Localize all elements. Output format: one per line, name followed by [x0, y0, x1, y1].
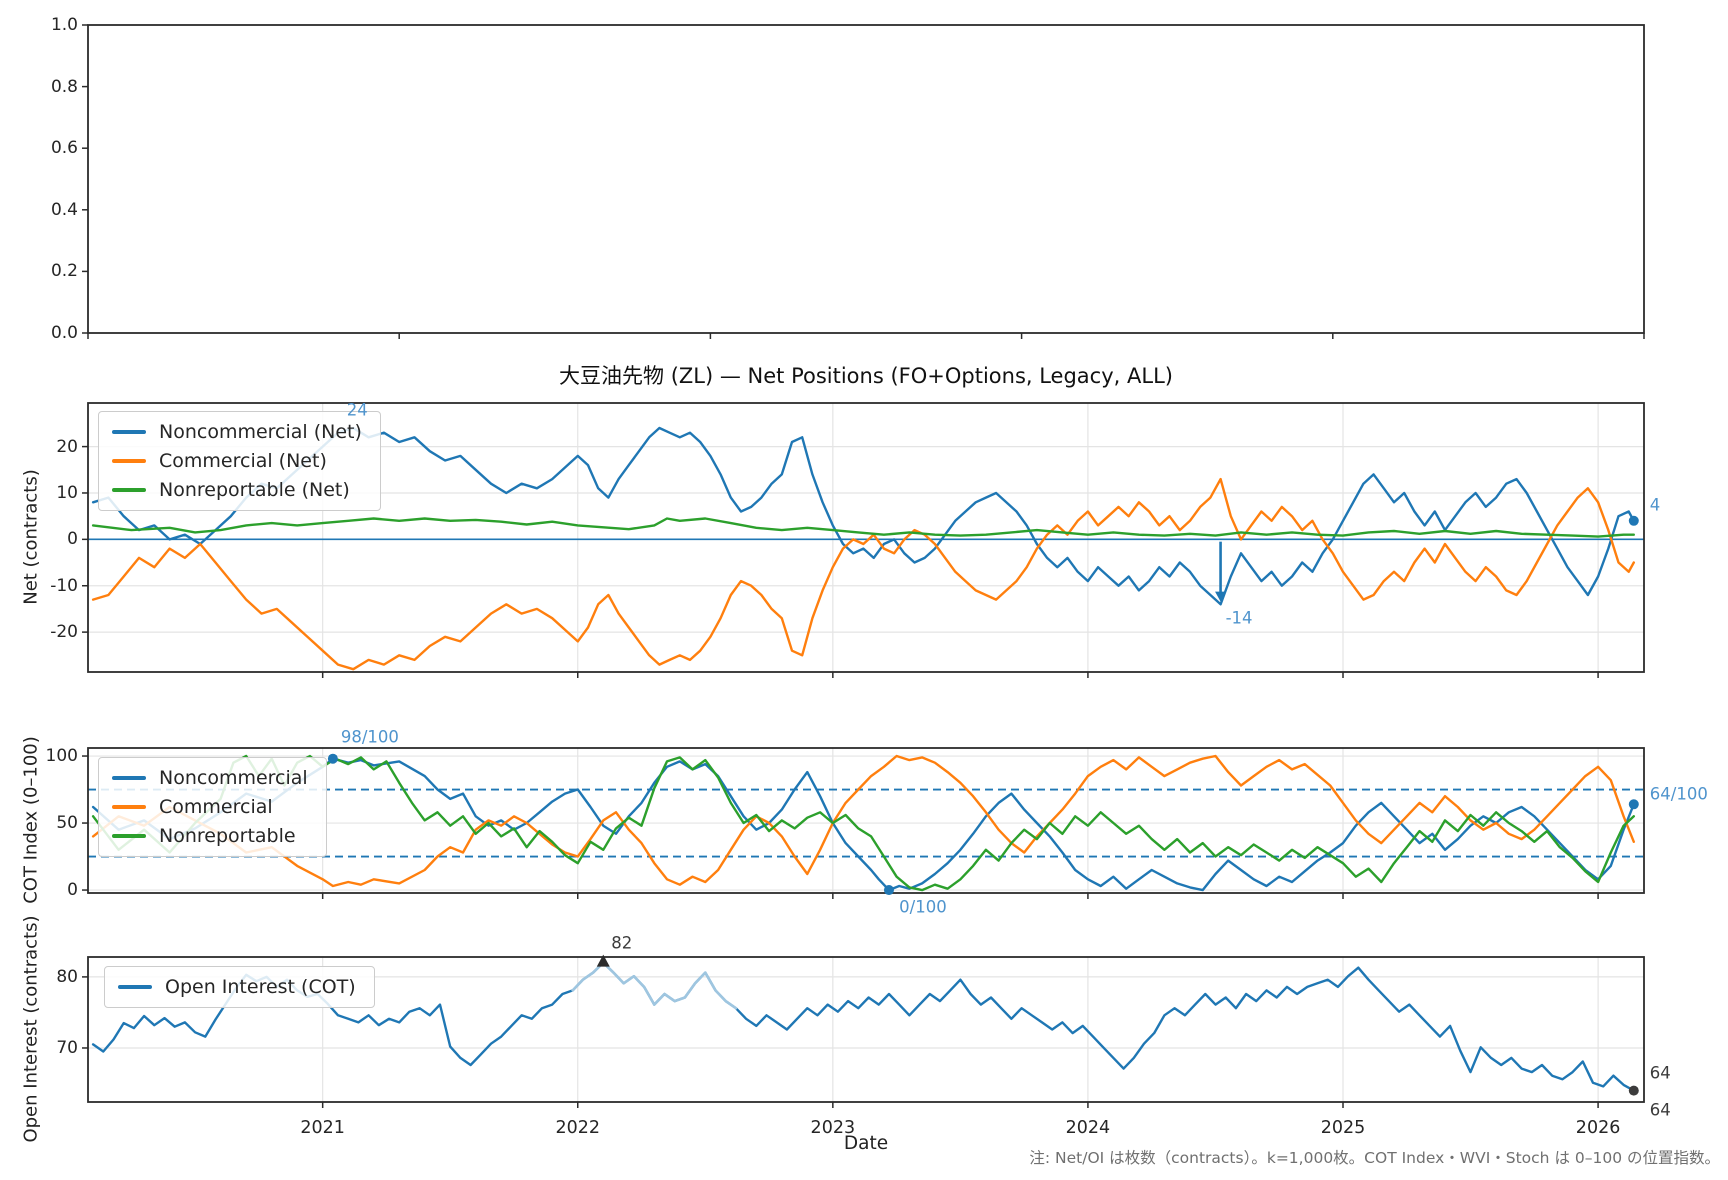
- data-point-marker: [1628, 1085, 1639, 1096]
- y-tick-label-cot-index: 0: [67, 880, 78, 901]
- data-point-marker: [327, 753, 338, 764]
- y-tick-label-net-positions: 0: [67, 529, 78, 550]
- x-tick-label-2026: 2026: [1575, 1118, 1621, 1138]
- legend-label: Noncommercial (Net): [159, 421, 362, 443]
- y-tick-label-empty-panel: 0.0: [50, 323, 78, 343]
- panel-frame-cot-index: [87, 747, 1645, 894]
- legend-item-open-interest-cot: Open Interest (COT): [118, 976, 356, 998]
- series-commercial: [91, 754, 1636, 888]
- y-tick-label-open-interest: 70: [56, 1037, 78, 1058]
- series-open-interest-cot: [91, 961, 1636, 1092]
- footnote: 注: Net/OI は枚数（contracts）。k=1,000枚。COT In…: [1029, 1149, 1720, 1167]
- y-tick-label-net-positions: -10: [50, 575, 78, 596]
- x-tick-label-2022: 2022: [555, 1118, 601, 1138]
- panel-frame-empty-panel: [87, 24, 1645, 334]
- y-tick-label-empty-panel: 0.2: [50, 261, 78, 282]
- legend-net-positions: Noncommercial (Net) Commercial (Net) Nonre…: [98, 411, 381, 511]
- data-point-marker: [1628, 799, 1639, 810]
- annotation-64: 64: [1649, 1100, 1671, 1120]
- legend-line-swatch: [112, 459, 146, 463]
- y-tick-label-cot-index: 100: [45, 746, 78, 767]
- panel-frame-net-positions: [87, 402, 1645, 673]
- legend-label: Open Interest (COT): [165, 976, 356, 998]
- y-tick-label-cot-index: 50: [56, 813, 78, 834]
- annotation-64-100: 64/100: [1649, 784, 1708, 804]
- annotation-14: -14: [1225, 608, 1253, 628]
- y-tick-label-open-interest: 80: [56, 966, 78, 987]
- y-tick-label-net-positions: 20: [56, 436, 78, 457]
- legend-label: Nonreportable (Net): [159, 479, 350, 501]
- annotation-64: 64: [1649, 1063, 1671, 1083]
- y-tick-label-empty-panel: 0.8: [50, 76, 78, 97]
- legend-label: Commercial: [159, 796, 273, 818]
- legend-item-nonreportable-net: Nonreportable (Net): [112, 479, 362, 501]
- annotation-4: 4: [1649, 495, 1661, 515]
- chart-title: 大豆油先物 (ZL) — Net Positions (FO+Options, …: [559, 364, 1173, 388]
- y-tick-label-empty-panel: 0.4: [50, 199, 78, 220]
- annotation-82: 82: [611, 933, 633, 953]
- legend-label: Noncommercial: [159, 767, 308, 789]
- legend-item-nonreportable: Nonreportable: [112, 825, 308, 847]
- data-point-marker: [1628, 515, 1639, 526]
- annotation-0-100: 0/100: [899, 897, 947, 917]
- x-tick-label-2023: 2023: [810, 1118, 856, 1138]
- y-axis-label-cot-index: COT Index (0–100): [20, 736, 42, 904]
- y-axis-label-net: Net (contracts): [20, 469, 42, 605]
- legend-line-swatch: [112, 776, 146, 780]
- x-tick-label-2025: 2025: [1320, 1118, 1366, 1138]
- legend-item-commercial-net: Commercial (Net): [112, 450, 362, 472]
- legend-line-swatch: [112, 488, 146, 492]
- x-tick-label-2021: 2021: [300, 1118, 345, 1138]
- legend-open-interest: Open Interest (COT): [104, 966, 375, 1008]
- series-highlight-segment: [571, 961, 738, 1010]
- legend-line-swatch: [112, 805, 146, 809]
- annotation-arrowhead: [1215, 591, 1227, 602]
- y-tick-label-empty-panel: 1.0: [50, 15, 78, 35]
- x-tick-label-2024: 2024: [1065, 1118, 1111, 1138]
- legend-line-swatch: [112, 430, 146, 434]
- peak-triangle-marker: [596, 954, 610, 967]
- legend-item-noncommercial-net: Noncommercial (Net): [112, 421, 362, 443]
- legend-label: Commercial (Net): [159, 450, 327, 472]
- legend-item-noncommercial: Noncommercial: [112, 767, 308, 789]
- annotation-24: 24: [346, 400, 368, 420]
- legend-line-swatch: [118, 985, 152, 989]
- series-nonreportable-net: [91, 517, 1636, 538]
- legend-line-swatch: [112, 834, 146, 838]
- legend-cot-index: Noncommercial Commercial Nonreportable: [98, 757, 327, 857]
- panel-frame-open-interest: [87, 956, 1645, 1103]
- data-point-marker: [883, 885, 894, 896]
- y-tick-label-net-positions: -20: [50, 622, 78, 643]
- x-axis-label: Date: [843, 1133, 889, 1154]
- series-commercial-net: [91, 477, 1636, 671]
- annotation-98-100: 98/100: [340, 727, 399, 747]
- legend-item-commercial: Commercial: [112, 796, 308, 818]
- legend-label: Nonreportable: [159, 825, 296, 847]
- series-nonreportable: [91, 754, 1636, 892]
- y-axis-label-open-interest: Open Interest (contracts): [20, 915, 42, 1143]
- y-tick-label-empty-panel: 0.6: [50, 138, 78, 159]
- y-tick-label-net-positions: 10: [56, 482, 78, 503]
